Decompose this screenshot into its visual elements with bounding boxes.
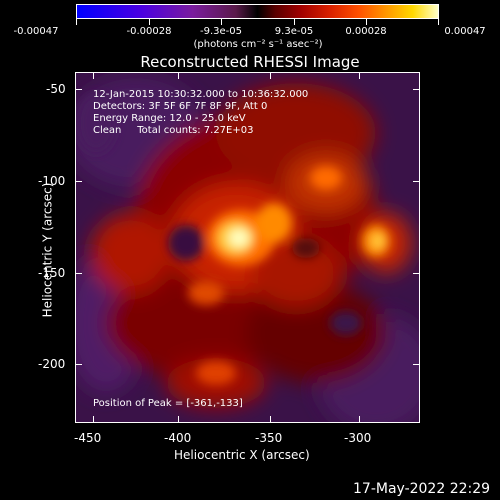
energy-range-text: Energy Range: 12.0 - 25.0 keV: [93, 113, 246, 124]
colorbar-tick: [438, 19, 439, 25]
colorbar-label: 0.00028: [345, 26, 387, 37]
y-tick: [413, 181, 420, 182]
colorbar-units: (photons cm⁻² s⁻¹ asec⁻²): [193, 39, 323, 50]
x-tick: [93, 416, 94, 423]
colorbar-label: -9.3e-05: [200, 26, 242, 37]
x-axis-label: Heliocentric X (arcsec): [174, 448, 310, 462]
y-axis-label: Heliocentric Y (arcsec): [40, 182, 55, 318]
image-heatmap: [76, 73, 419, 422]
colorbar-label: -0.00047: [13, 26, 59, 37]
colorbar-label: 0.00047: [444, 26, 486, 37]
detectors-text: Detectors: 3F 5F 6F 7F 8F 9F, Att 0: [93, 101, 268, 112]
colorbar-tick: [366, 19, 367, 25]
timestamp: 17-May-2022 22:29: [353, 481, 491, 497]
peak-position-text: Position of Peak = [-361,-133]: [93, 398, 243, 409]
x-tick-label: -350: [255, 431, 283, 445]
y-tick-label: -100: [38, 174, 66, 188]
y-tick: [413, 364, 420, 365]
colorbar-label: 9.3e-05: [274, 26, 314, 37]
x-tick-label: -450: [74, 431, 102, 445]
x-tick: [178, 416, 179, 423]
x-tick: [359, 416, 360, 423]
color-bar: [76, 4, 439, 19]
y-tick: [75, 181, 82, 182]
colorbar-tick: [221, 19, 222, 25]
colorbar-tick: [149, 19, 150, 25]
total-counts-text: Clean Total counts: 7.27E+03: [93, 125, 254, 136]
x-tick: [93, 72, 94, 79]
reconstructed-image[interactable]: 12-Jan-2015 10:30:32.000 to 10:36:32.000…: [75, 72, 420, 423]
y-tick: [75, 273, 82, 274]
y-tick: [75, 89, 82, 90]
x-tick: [270, 72, 271, 79]
colorbar-label: -0.00028: [126, 26, 172, 37]
colorbar-tick: [294, 19, 295, 25]
x-tick: [270, 416, 271, 423]
y-tick: [75, 364, 82, 365]
y-tick: [413, 89, 420, 90]
y-tick-label: -150: [38, 266, 66, 280]
x-tick: [178, 72, 179, 79]
y-tick-label: -50: [46, 82, 66, 96]
colorbar-tick: [76, 19, 77, 25]
x-tick-label: -400: [164, 431, 192, 445]
time-range-text: 12-Jan-2015 10:30:32.000 to 10:36:32.000: [93, 89, 309, 100]
x-tick-label: -300: [344, 431, 372, 445]
y-tick-label: -200: [38, 357, 66, 371]
y-tick: [413, 273, 420, 274]
image-title: Reconstructed RHESSI Image: [140, 53, 360, 71]
x-tick: [359, 72, 360, 79]
